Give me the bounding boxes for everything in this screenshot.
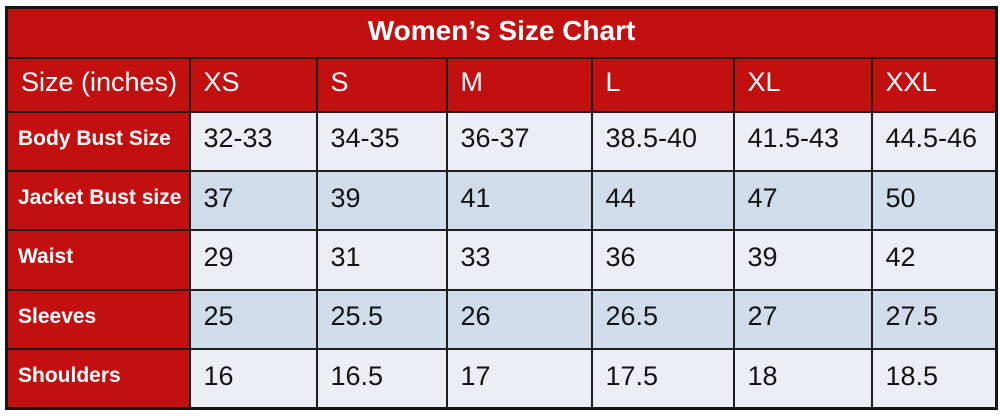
size-value-cell: 26.5 <box>590 288 735 351</box>
size-value-cell: 36 <box>590 229 735 291</box>
row-label: Sleeves <box>5 288 191 351</box>
size-value-cell: 17.5 <box>590 348 735 410</box>
size-value-cell: 27 <box>732 288 873 351</box>
row-label: Body Bust Size <box>5 110 191 172</box>
size-value-cell: 42 <box>870 229 998 291</box>
womens-size-chart-table: Women’s Size Chart Size (inches) XS S M … <box>5 6 999 410</box>
size-value-cell: 37 <box>188 169 318 232</box>
size-value-cell: 16 <box>188 348 318 410</box>
title-row: Women’s Size Chart <box>5 6 998 59</box>
column-header-s: S <box>315 56 448 113</box>
size-value-cell: 47 <box>732 169 873 232</box>
row-label: Shoulders <box>5 348 191 410</box>
size-value-cell: 32-33 <box>188 110 318 172</box>
column-header-xl: XL <box>732 56 873 113</box>
size-value-cell: 18.5 <box>870 348 998 410</box>
size-value-cell: 27.5 <box>870 288 998 351</box>
size-value-cell: 39 <box>315 169 448 232</box>
row-label: Waist <box>5 229 191 291</box>
column-header-xxl: XXL <box>870 56 998 113</box>
size-value-cell: 26 <box>445 288 593 351</box>
column-header-m: M <box>445 56 593 113</box>
table-row-sleeves: Sleeves 25 25.5 26 26.5 27 27.5 <box>5 288 998 351</box>
table-row-shoulders: Shoulders 16 16.5 17 17.5 18 18.5 <box>5 348 998 410</box>
size-value-cell: 25.5 <box>315 288 448 351</box>
size-value-cell: 33 <box>445 229 593 291</box>
size-value-cell: 16.5 <box>315 348 448 410</box>
size-value-cell: 18 <box>732 348 873 410</box>
header-row: Size (inches) XS S M L XL XXL <box>5 56 998 113</box>
table-row-waist: Waist 29 31 33 36 39 42 <box>5 229 998 291</box>
table-row-jacket-bust-size: Jacket Bust size 37 39 41 44 47 50 <box>5 169 998 232</box>
size-value-cell: 36-37 <box>445 110 593 172</box>
size-value-cell: 41.5-43 <box>732 110 873 172</box>
column-header-size-inches: Size (inches) <box>5 56 191 113</box>
size-value-cell: 50 <box>870 169 998 232</box>
column-header-xs: XS <box>188 56 318 113</box>
table-row-body-bust-size: Body Bust Size 32-33 34-35 36-37 38.5-40… <box>5 110 998 172</box>
size-value-cell: 31 <box>315 229 448 291</box>
size-value-cell: 25 <box>188 288 318 351</box>
row-label: Jacket Bust size <box>5 169 191 232</box>
size-value-cell: 29 <box>188 229 318 291</box>
size-value-cell: 44 <box>590 169 735 232</box>
size-value-cell: 34-35 <box>315 110 448 172</box>
column-header-l: L <box>590 56 735 113</box>
chart-title: Women’s Size Chart <box>5 6 998 59</box>
size-value-cell: 17 <box>445 348 593 410</box>
size-value-cell: 38.5-40 <box>590 110 735 172</box>
size-value-cell: 39 <box>732 229 873 291</box>
size-value-cell: 41 <box>445 169 593 232</box>
size-value-cell: 44.5-46 <box>870 110 998 172</box>
